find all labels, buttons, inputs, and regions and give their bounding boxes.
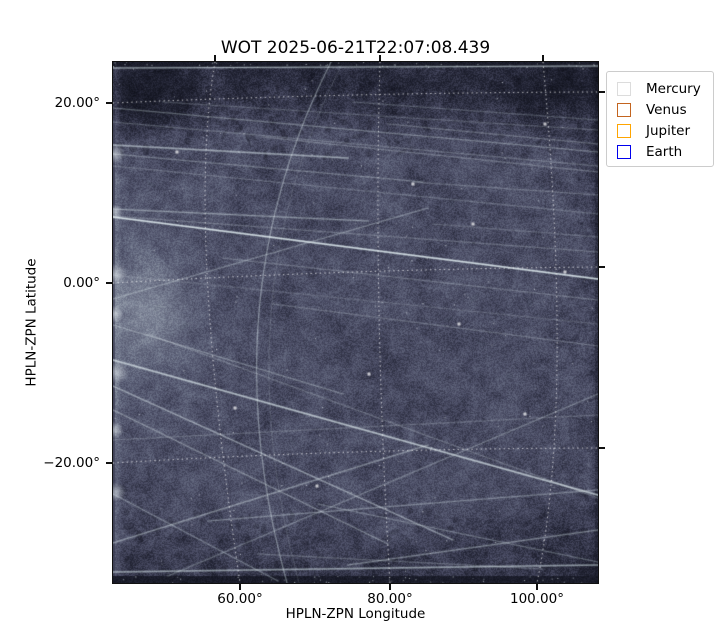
y-axis-label: HPLN-ZPN Latitude	[23, 258, 40, 387]
x-axis-label: HPLN-ZPN Longitude	[285, 606, 426, 622]
right-tick	[598, 91, 605, 93]
legend-label: Jupiter	[646, 122, 691, 139]
legend-item-venus: Venus	[617, 99, 707, 120]
right-tick	[598, 447, 605, 449]
legend-swatch-earth	[617, 144, 631, 159]
legend-label: Venus	[646, 101, 687, 118]
x-tick-label: 100.00°	[510, 591, 564, 607]
right-tick	[598, 266, 605, 268]
x-tick	[389, 583, 391, 590]
top-tick	[542, 55, 544, 62]
x-tick-label: 60.00°	[217, 591, 263, 607]
plot-area	[112, 61, 599, 584]
legend-item-mercury: Mercury	[617, 78, 707, 99]
sky-image-canvas	[113, 62, 598, 583]
legend: Mercury Venus Jupiter Earth	[606, 71, 714, 167]
y-tick	[106, 462, 113, 464]
top-tick	[379, 55, 381, 62]
y-tick-label: 20.00°	[54, 95, 100, 111]
legend-label: Earth	[646, 143, 683, 160]
legend-item-earth: Earth	[617, 141, 707, 162]
legend-swatch-jupiter	[617, 123, 631, 138]
legend-swatch-venus	[617, 102, 631, 117]
x-tick	[239, 583, 241, 590]
legend-swatch-mercury	[617, 81, 631, 96]
legend-label: Mercury	[646, 80, 701, 97]
y-tick-label: −20.00°	[43, 455, 100, 471]
x-tick-label: 80.00°	[367, 591, 413, 607]
legend-item-jupiter: Jupiter	[617, 120, 707, 141]
top-tick	[214, 55, 216, 62]
y-tick	[106, 282, 113, 284]
y-tick-label: 0.00°	[63, 275, 100, 291]
x-tick	[536, 583, 538, 590]
figure-title: WOT 2025-06-21T22:07:08.439	[220, 38, 491, 58]
y-tick	[106, 102, 113, 104]
